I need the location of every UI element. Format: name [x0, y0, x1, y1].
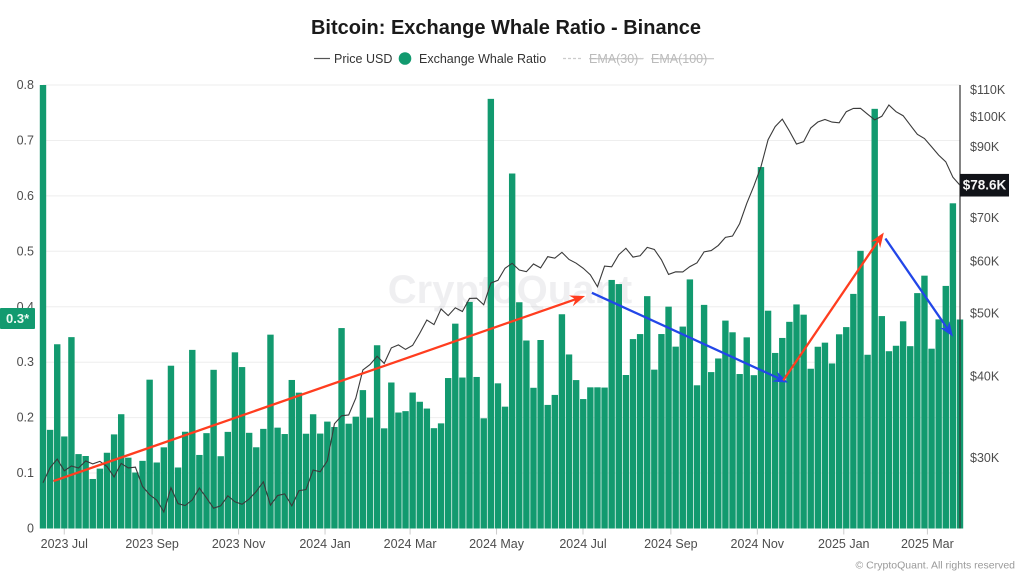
svg-text:Price USD: Price USD — [334, 52, 392, 66]
svg-text:2023 Jul: 2023 Jul — [41, 537, 88, 551]
svg-text:$110K: $110K — [970, 83, 1006, 97]
svg-text:0.8: 0.8 — [17, 78, 34, 92]
svg-text:$70K: $70K — [970, 211, 1000, 225]
svg-text:2025 Jan: 2025 Jan — [818, 537, 869, 551]
svg-text:$50K: $50K — [970, 306, 1000, 320]
svg-text:$60K: $60K — [970, 255, 1000, 269]
svg-text:2023 Nov: 2023 Nov — [212, 537, 266, 551]
svg-text:2025 Mar: 2025 Mar — [901, 537, 954, 551]
svg-text:2024 Jan: 2024 Jan — [299, 537, 350, 551]
svg-text:0.2: 0.2 — [17, 411, 34, 425]
svg-text:0.1: 0.1 — [17, 466, 34, 480]
svg-text:$100K: $100K — [970, 110, 1007, 124]
svg-text:$30K: $30K — [970, 451, 1000, 465]
svg-text:0.6: 0.6 — [17, 189, 34, 203]
svg-text:$78.6K: $78.6K — [963, 178, 1007, 193]
svg-text:2024 Nov: 2024 Nov — [731, 537, 785, 551]
svg-text:2024 Mar: 2024 Mar — [384, 537, 437, 551]
svg-text:0.5: 0.5 — [17, 244, 34, 258]
svg-text:0.3: 0.3 — [17, 355, 34, 369]
svg-text:$90K: $90K — [970, 140, 1000, 154]
svg-text:2024 Jul: 2024 Jul — [559, 537, 606, 551]
svg-text:$40K: $40K — [970, 370, 1000, 384]
svg-text:Bitcoin: Exchange Whale Ratio: Bitcoin: Exchange Whale Ratio - Binance — [311, 17, 701, 39]
svg-text:0: 0 — [27, 522, 34, 536]
svg-text:0.7: 0.7 — [17, 133, 34, 147]
svg-text:Exchange Whale Ratio: Exchange Whale Ratio — [419, 52, 546, 66]
svg-text:2023 Sep: 2023 Sep — [125, 537, 179, 551]
svg-text:2024 Sep: 2024 Sep — [644, 537, 698, 551]
svg-text:© CryptoQuant. All rights rese: © CryptoQuant. All rights reserved — [856, 560, 1016, 572]
svg-text:2024 May: 2024 May — [469, 537, 525, 551]
